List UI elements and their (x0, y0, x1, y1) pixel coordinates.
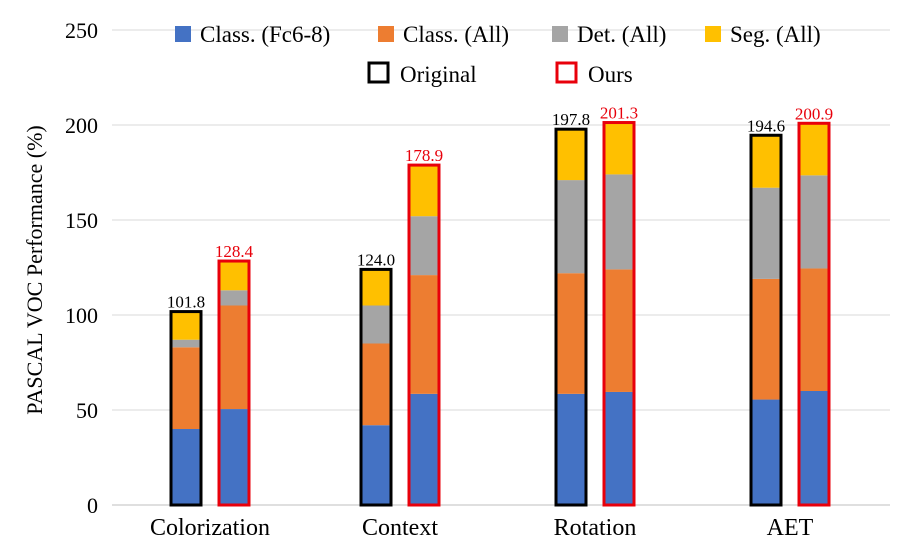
bar-outline (407, 163, 441, 507)
x-category-label: Context (362, 515, 438, 541)
legend-item: Class. (All) (378, 22, 509, 47)
bar-outline (554, 127, 588, 507)
legend-swatch (705, 26, 721, 42)
bar-rotation-ours: 201.3 (600, 104, 638, 507)
bar-outline (359, 267, 393, 507)
bar-segment-seg-all- (556, 129, 586, 181)
bar-segment-seg-all- (171, 311, 201, 340)
bar-total-label: 124.0 (357, 250, 395, 269)
y-tick-label: 0 (87, 493, 98, 518)
legend-swatch (378, 26, 394, 42)
bar-outline (602, 121, 636, 507)
bar-colorization-ours: 128.4 (215, 242, 254, 507)
bar-total-label: 178.9 (405, 146, 443, 165)
bar-segment-seg-all- (219, 261, 249, 291)
legend-label: Original (400, 62, 477, 87)
bar-segment-class-fc6-8- (361, 425, 391, 505)
bar-segment-seg-all- (409, 165, 439, 217)
legend-label: Ours (588, 62, 633, 87)
bar-segment-seg-all- (799, 123, 829, 176)
bar-segment-class-all- (556, 273, 586, 394)
bar-segment-det-all- (556, 180, 586, 274)
legend-outline-swatch (555, 61, 578, 84)
bar-segment-det-all- (604, 174, 634, 270)
bar-segment-class-all- (171, 347, 201, 429)
legend-swatch (552, 26, 568, 42)
y-tick-label: 50 (76, 398, 98, 423)
bar-total-label: 101.8 (167, 293, 205, 312)
bar-segment-class-fc6-8- (556, 393, 586, 505)
bar-context-ours: 178.9 (405, 146, 443, 507)
bar-segment-class-all- (409, 275, 439, 394)
y-tick-label: 200 (65, 113, 98, 138)
bar-segment-class-all- (219, 305, 249, 410)
y-tick-label: 100 (65, 303, 98, 328)
bar-segment-class-fc6-8- (171, 429, 201, 505)
legend: Class. (Fc6-8) Class. (All) Det. (All) Seg.… (175, 22, 821, 87)
legend-label: Seg. (All) (730, 22, 821, 47)
legend-label: Class. (All) (403, 22, 509, 47)
bar-context-original: 124.0 (357, 250, 395, 507)
bar-segment-det-all- (361, 305, 391, 344)
bar-total-label: 201.3 (600, 104, 638, 123)
legend-item: Seg. (All) (705, 22, 821, 47)
bar-segment-det-all- (409, 216, 439, 276)
bar-segment-class-fc6-8- (799, 391, 829, 505)
bar-segment-class-fc6-8- (604, 391, 634, 505)
bar-segment-det-all- (799, 175, 829, 269)
bar-outline (169, 310, 203, 507)
x-axis-categories: Colorization Context Rotation AET (150, 515, 814, 541)
bar-aet-original: 194.6 (747, 116, 785, 507)
bar-segment-class-all- (361, 343, 391, 426)
bar-rotation-original: 197.8 (552, 110, 590, 507)
bar-segment-det-all- (751, 187, 781, 279)
bar-segment-seg-all- (361, 269, 391, 306)
bar-segment-det-all- (219, 290, 249, 306)
bar-outline (797, 121, 831, 507)
bar-segment-seg-all- (751, 135, 781, 188)
bar-outline (217, 259, 251, 507)
legend-swatch (175, 26, 191, 42)
bar-colorization-original: 101.8 (167, 293, 205, 507)
bar-segment-class-fc6-8- (751, 399, 781, 505)
bar-total-label: 197.8 (552, 110, 590, 129)
legend-item: Det. (All) (552, 22, 666, 47)
bars: 101.8 128.4 124.0 178.9 197.8 201.3 194.6 200.9 (167, 104, 833, 507)
bar-segment-class-fc6-8- (409, 393, 439, 505)
y-axis-title: PASCAL VOC Performance (%) (22, 125, 47, 414)
legend-label: Det. (All) (577, 22, 666, 47)
bar-segment-class-all- (799, 268, 829, 391)
legend-item: Original (367, 61, 477, 87)
bar-segment-seg-all- (604, 122, 634, 175)
bar-segment-class-fc6-8- (219, 409, 249, 505)
y-tick-label: 250 (65, 18, 98, 43)
bar-total-label: 194.6 (747, 116, 785, 135)
bar-total-label: 128.4 (215, 242, 254, 261)
bar-segment-det-all- (171, 339, 201, 348)
bar-aet-ours: 200.9 (795, 104, 833, 507)
x-category-label: Rotation (554, 515, 637, 541)
bar-segment-class-all- (604, 269, 634, 392)
legend-outline-swatch (367, 61, 390, 84)
y-axis-ticks: 0 50 100 150 200 250 (65, 18, 98, 518)
legend-item: Ours (555, 61, 633, 87)
bar-total-label: 200.9 (795, 104, 833, 123)
x-category-label: Colorization (150, 515, 270, 541)
bar-outline (749, 133, 783, 507)
bar-segment-class-all- (751, 278, 781, 400)
x-category-label: AET (767, 515, 814, 541)
y-tick-label: 150 (65, 208, 98, 233)
legend-label: Class. (Fc6-8) (200, 22, 330, 47)
legend-item: Class. (Fc6-8) (175, 22, 330, 47)
